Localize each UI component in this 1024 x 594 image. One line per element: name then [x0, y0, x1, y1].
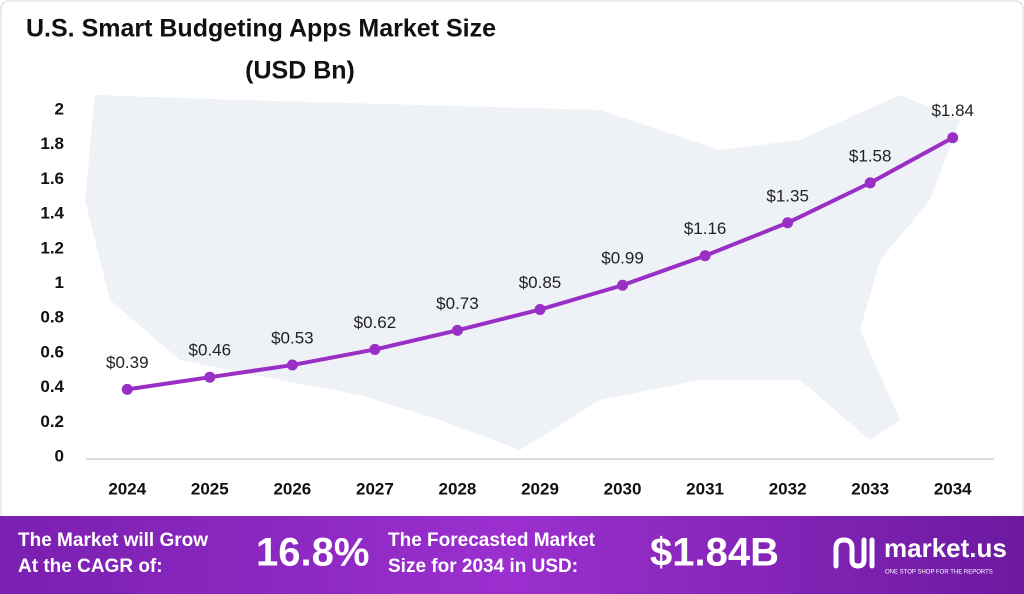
y-tick-label: 1	[55, 273, 64, 292]
y-tick-label: 1.6	[40, 169, 64, 188]
value-label: $1.84	[931, 101, 974, 120]
y-tick-label: 0	[55, 446, 64, 465]
x-tick-label: 2028	[439, 479, 477, 498]
value-label: $1.35	[766, 186, 809, 205]
x-tick-label: 2031	[686, 479, 724, 498]
value-label: $0.73	[436, 294, 479, 313]
y-tick-label: 0.6	[40, 342, 64, 361]
point	[121, 383, 133, 395]
cagr-value: 16.8%	[256, 531, 369, 575]
point	[204, 371, 216, 383]
x-tick-label: 2029	[521, 479, 559, 498]
value-label: $0.46	[189, 341, 232, 360]
y-tick-label: 2	[55, 99, 64, 118]
point	[369, 343, 381, 355]
value-label: $0.39	[106, 353, 149, 372]
chart-title: U.S. Smart Budgeting Apps Market Size	[26, 15, 496, 43]
forecast-label: The Forecasted Market	[388, 530, 596, 551]
point	[617, 279, 629, 291]
value-label: $0.99	[601, 249, 644, 268]
tagline: ONE STOP SHOP FOR THE REPORTS	[885, 570, 993, 576]
value-label: $0.53	[271, 329, 314, 348]
value-label: $0.62	[354, 313, 397, 332]
forecast-label: Size for 2034 in USD:	[388, 556, 578, 577]
y-tick-label: 0.2	[40, 412, 64, 431]
forecast-value: $1.84B	[650, 531, 779, 575]
brand-logo	[833, 537, 875, 569]
point	[534, 304, 546, 316]
x-tick-label: 2032	[769, 479, 807, 498]
x-tick-label: 2034	[934, 479, 972, 498]
point	[451, 324, 463, 336]
y-tick-label: 1.2	[40, 238, 64, 257]
value-label: $0.85	[519, 273, 562, 292]
y-tick-label: 1.4	[40, 204, 64, 223]
x-tick-label: 2033	[851, 479, 889, 498]
y-tick-label: 1.8	[40, 134, 64, 153]
x-tick-label: 2024	[108, 479, 146, 498]
cagr-label: At the CAGR of:	[18, 556, 163, 577]
y-tick-label: 0.4	[40, 377, 64, 396]
cagr-label: The Market will Grow	[18, 530, 208, 551]
point	[286, 359, 298, 371]
point	[864, 177, 876, 189]
x-tick-label: 2025	[191, 479, 229, 498]
value-label: $1.58	[849, 146, 892, 165]
y-tick-label: 0.8	[40, 308, 64, 327]
x-tick-label: 2030	[604, 479, 642, 498]
x-tick-label: 2027	[356, 479, 394, 498]
value-label: $1.16	[684, 219, 727, 238]
point	[947, 132, 959, 144]
brand: market.us	[884, 533, 1007, 563]
x-tick-label: 2026	[273, 479, 311, 498]
chart-subtitle: (USD Bn)	[245, 57, 355, 85]
point	[699, 250, 711, 262]
point	[782, 217, 794, 229]
